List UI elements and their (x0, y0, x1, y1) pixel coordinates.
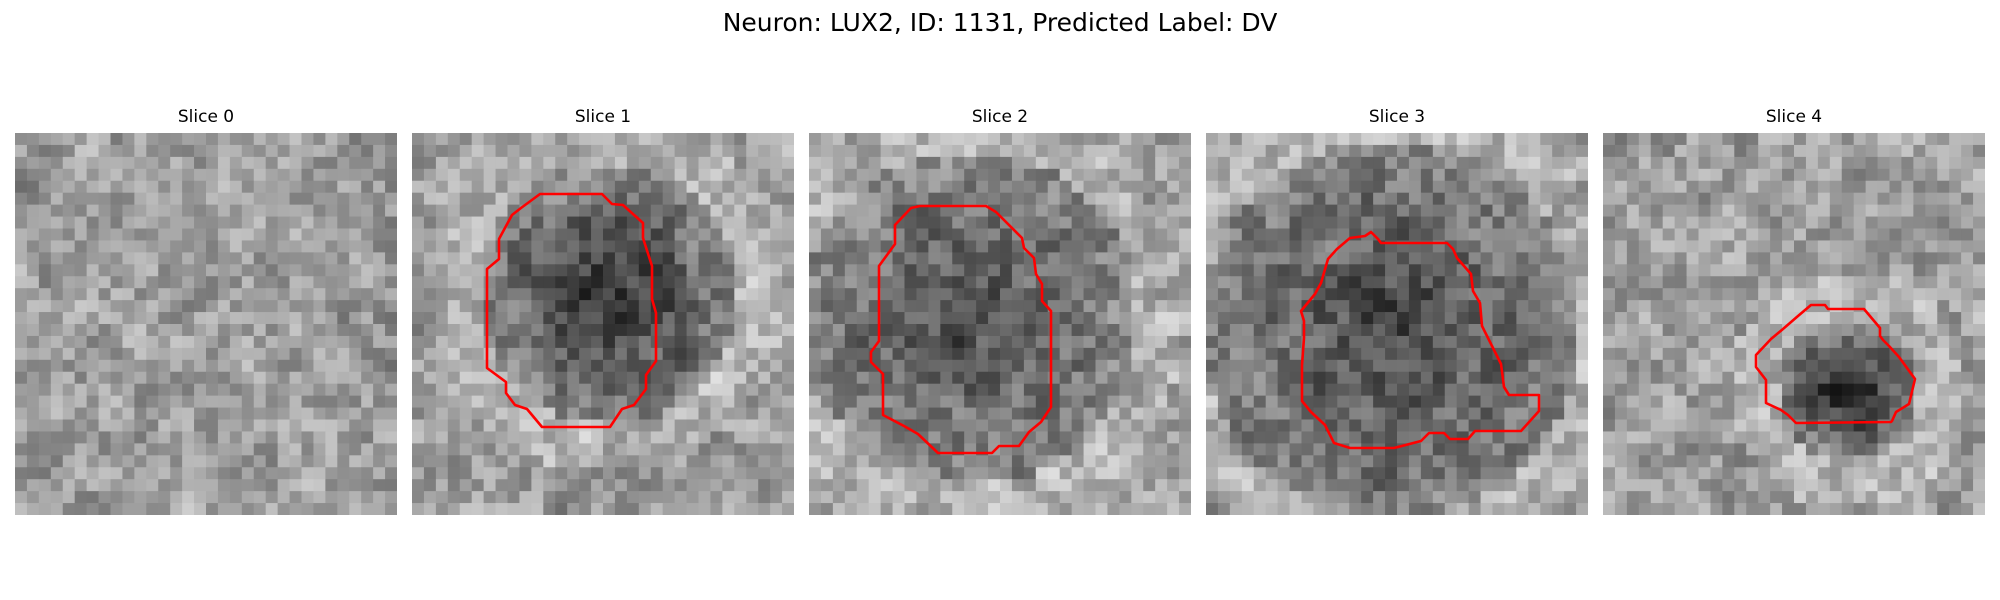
slice-title-0: Slice 0 (177, 107, 235, 127)
figure-title: Neuron: LUX2, ID: 1131, Predicted Label:… (722, 8, 1278, 37)
slice-panel-2: Slice 2 (809, 107, 1191, 515)
segmentation-contour-3 (1299, 230, 1541, 450)
slice-panel-3: Slice 3 (1206, 107, 1588, 515)
slice-image-4 (1603, 133, 1985, 515)
slice-title-2: Slice 2 (971, 107, 1029, 127)
slice-image-1 (412, 133, 794, 515)
slice-image-3 (1206, 133, 1588, 515)
slice-panel-0: Slice 0 (15, 107, 397, 515)
slice-title-4: Slice 4 (1765, 107, 1823, 127)
segmentation-contour-4 (1754, 303, 1917, 425)
segmentation-contour-1 (485, 192, 658, 429)
slice-panel-1: Slice 1 (412, 107, 794, 515)
slice-panel-4: Slice 4 (1603, 107, 1985, 515)
slice-image-0 (15, 133, 397, 515)
slice-image-2 (809, 133, 1191, 515)
slice-title-3: Slice 3 (1368, 107, 1426, 127)
segmentation-contour-2 (869, 204, 1053, 455)
slice-title-1: Slice 1 (574, 107, 632, 127)
